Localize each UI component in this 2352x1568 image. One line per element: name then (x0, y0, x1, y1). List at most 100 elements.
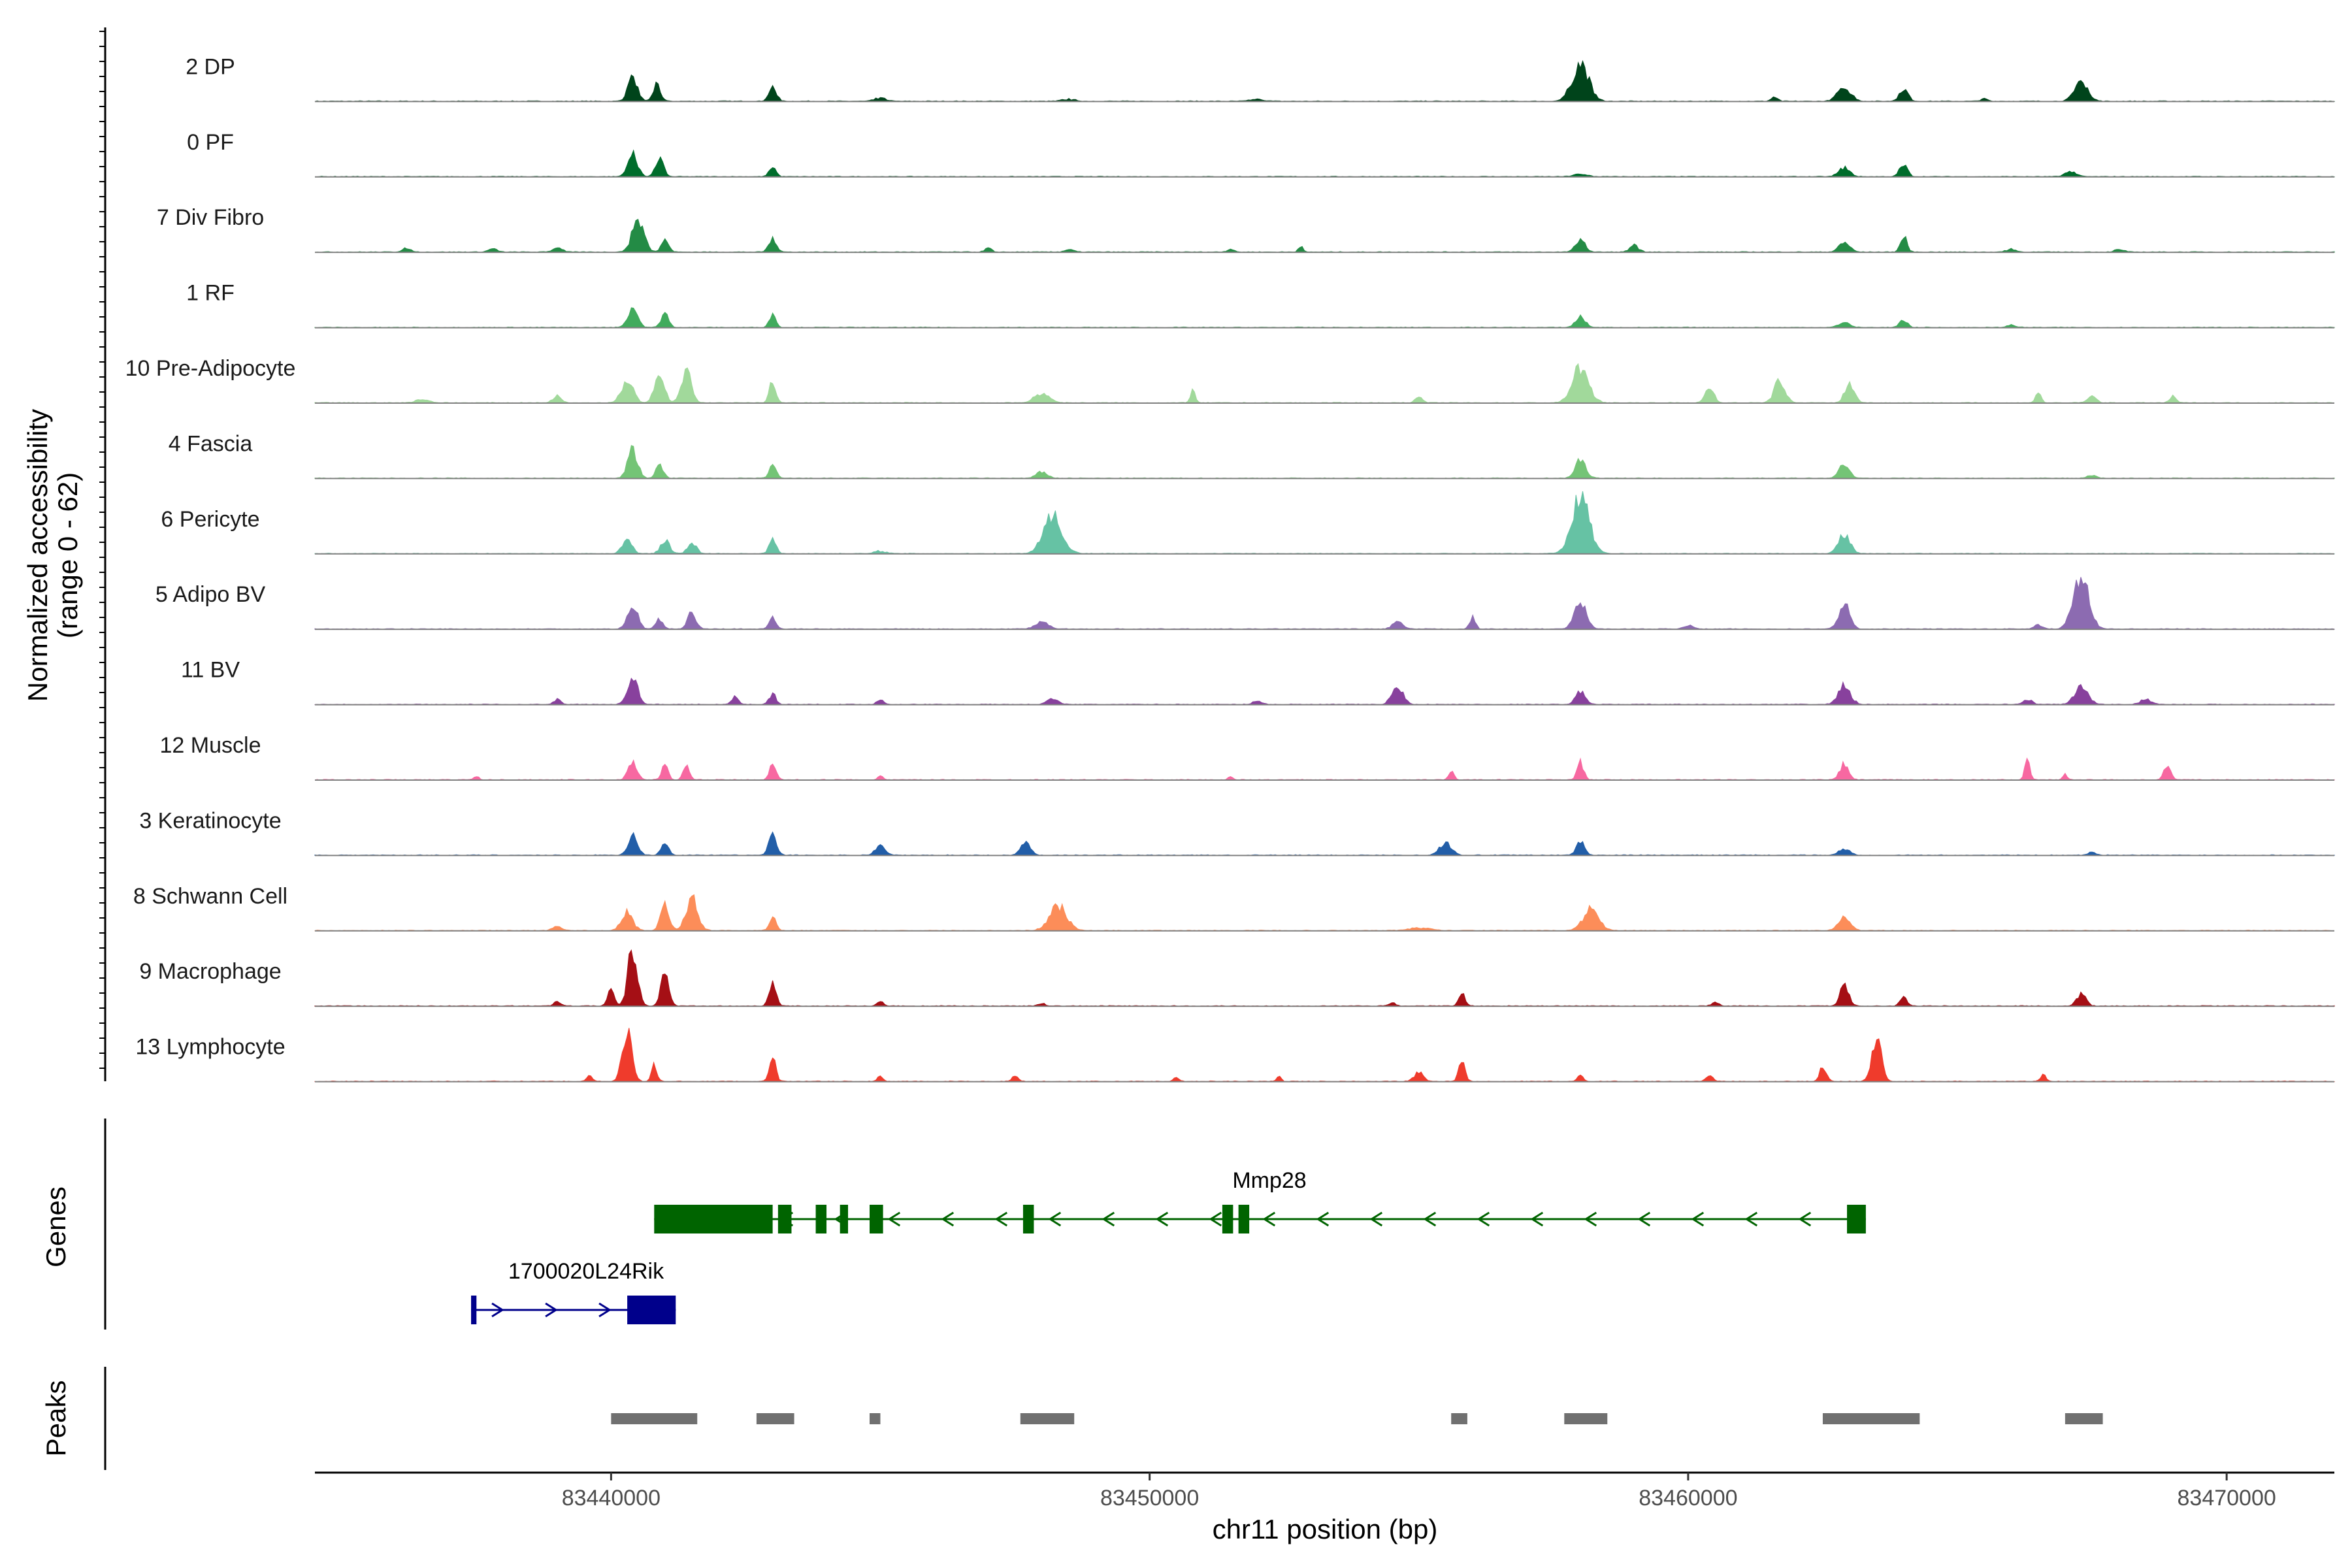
strand-arrow-icon (598, 1302, 612, 1318)
genes-panel-title: Genes (41, 1186, 71, 1267)
strand-arrow-icon (1691, 1211, 1705, 1227)
peak-region (611, 1413, 698, 1424)
strand-arrow-icon (1369, 1211, 1383, 1227)
track-12-muscle: 12 Muscle (160, 733, 2335, 781)
coverage-area (314, 363, 2335, 404)
x-tick-label: 83470000 (2178, 1486, 2276, 1511)
strand-arrow-icon (1155, 1211, 1169, 1227)
strand-arrow-icon (1744, 1211, 1758, 1227)
track-label: 10 Pre-Adipocyte (125, 356, 296, 381)
gene-exon (815, 1205, 827, 1233)
coverage-area (314, 307, 2335, 329)
strand-arrow-icon (887, 1211, 901, 1227)
track-label: 4 Fascia (169, 431, 253, 456)
gene-exon (1222, 1205, 1233, 1233)
peaks-panel-title: Peaks (41, 1380, 71, 1457)
track-label: 7 Div Fibro (157, 205, 264, 230)
gene-name-label: 1700020L24Rik (508, 1259, 664, 1284)
track-10-pre-adipocyte: 10 Pre-Adipocyte (125, 356, 2335, 404)
track-label: 8 Schwann Cell (133, 884, 287, 909)
y-axis-range-label: (range 0 - 62) (52, 472, 83, 638)
track-label: 3 Keratinocyte (139, 808, 281, 833)
gene-exon (777, 1205, 792, 1233)
gene-exon (869, 1205, 883, 1233)
track-7-div-fibro: 7 Div Fibro (157, 205, 2335, 253)
strand-arrow-icon (1423, 1211, 1437, 1227)
gene-exon (1847, 1205, 1866, 1233)
strand-arrow-icon (491, 1302, 504, 1318)
gene-exon (471, 1296, 477, 1324)
gene-exon (654, 1205, 773, 1233)
track-6-pericyte: 6 Pericyte (161, 491, 2335, 555)
y-axis (99, 27, 106, 1081)
coverage-area (314, 894, 2334, 932)
strand-arrow-icon (1048, 1211, 1062, 1227)
track-4-fascia: 4 Fascia (169, 431, 2335, 480)
x-tick-label: 83450000 (1100, 1486, 1199, 1511)
peak-region (2065, 1413, 2103, 1424)
strand-arrow-icon (1102, 1211, 1115, 1227)
peaks-panel (104, 1367, 2103, 1470)
track-3-keratinocyte: 3 Keratinocyte (139, 808, 2335, 857)
track-label: 1 RF (186, 281, 235, 306)
coverage-area (314, 218, 2335, 253)
gene-mmp28: Mmp28 (654, 1168, 1866, 1233)
gene-exon (1022, 1205, 1034, 1233)
peak-region (1822, 1413, 1920, 1424)
track-11-bv: 11 BV (181, 658, 2335, 706)
peak-region (1020, 1413, 1075, 1424)
strand-arrow-icon (1637, 1211, 1651, 1227)
x-axis-title: chr11 position (bp) (1213, 1514, 1438, 1544)
coverage-area (314, 59, 2335, 102)
track-label: 5 Adipo BV (155, 582, 266, 607)
peak-region (1564, 1413, 1608, 1424)
track-1-rf: 1 RF (186, 281, 2335, 329)
coverage-tracks: 2 DP 0 PF 7 Div Fibro 1 RF 10 Pre-Adipocyte 4… (125, 54, 2335, 1083)
x-axis: 83440000 83450000 83460000 83470000 (315, 1471, 2334, 1511)
gene-1700020l24rik: 1700020L24Rik (471, 1259, 676, 1324)
strand-arrow-icon (1262, 1211, 1276, 1227)
genes-panel: Mmp28 1700020L24Rik (104, 1119, 1866, 1330)
coverage-area (314, 831, 2335, 856)
track-label: 13 Lymphocyte (135, 1035, 285, 1060)
track-label: 9 Macrophage (139, 959, 281, 984)
y-axis-title: Normalized accessibility (22, 409, 53, 702)
strand-arrow-icon (1316, 1211, 1330, 1227)
coverage-area (314, 757, 2335, 781)
strand-arrow-icon (1584, 1211, 1597, 1227)
track-13-lymphocyte: 13 Lymphocyte (135, 1028, 2335, 1083)
track-2-dp: 2 DP (186, 54, 2335, 103)
track-label: 0 PF (187, 130, 234, 155)
x-tick-label: 83440000 (562, 1486, 661, 1511)
coverage-area (314, 1028, 2335, 1083)
coverage-area (314, 149, 2335, 178)
peak-region (869, 1413, 881, 1424)
track-label: 12 Muscle (160, 733, 261, 758)
coverage-area (314, 678, 2335, 706)
peak-region (756, 1413, 794, 1424)
strand-arrow-icon (1530, 1211, 1544, 1227)
track-5-adipo-bv: 5 Adipo BV (155, 577, 2335, 630)
strand-arrow-icon (1209, 1211, 1222, 1227)
gene-exon (840, 1205, 849, 1233)
gene-exon (1238, 1205, 1250, 1233)
strand-arrow-icon (941, 1211, 955, 1227)
strand-arrow-icon (545, 1302, 558, 1318)
coverage-area (314, 445, 2335, 479)
track-9-macrophage: 9 Macrophage (139, 949, 2335, 1007)
x-tick-label: 83460000 (1639, 1486, 1737, 1511)
peak-region (1451, 1413, 1467, 1424)
strand-arrow-icon (1477, 1211, 1490, 1227)
strand-arrow-icon (1798, 1211, 1812, 1227)
track-label: 11 BV (181, 658, 240, 683)
coverage-area (314, 949, 2335, 1007)
gene-exon (627, 1296, 676, 1324)
strand-arrow-icon (994, 1211, 1008, 1227)
track-label: 2 DP (186, 54, 235, 79)
track-8-schwann-cell: 8 Schwann Cell (133, 884, 2334, 932)
gene-name-label: Mmp28 (1232, 1168, 1306, 1193)
track-0-pf: 0 PF (187, 130, 2335, 178)
track-label: 6 Pericyte (161, 507, 259, 532)
coverage-area (314, 577, 2335, 630)
